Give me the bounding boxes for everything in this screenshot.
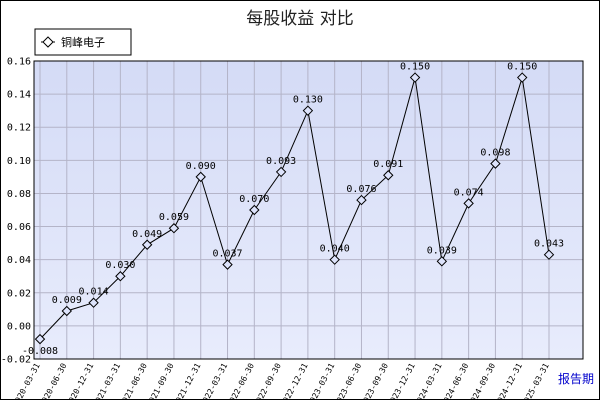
data-point-marker bbox=[249, 204, 260, 216]
x-tick-label: 2021-03-31 bbox=[92, 362, 123, 400]
data-point-marker bbox=[61, 305, 72, 317]
data-points bbox=[34, 72, 555, 345]
x-tick-label: 2024-09-30 bbox=[467, 362, 498, 400]
y-axis: -0.02 0.00 0.02 0.04 0.06 0.08 0.10 0.12 0.14 0.1… bbox=[1, 57, 584, 366]
data-value-label: 0.009 bbox=[52, 295, 82, 306]
x-tick-label: 2025-03-31 bbox=[520, 362, 551, 400]
chart-title: 每股收益 对比 bbox=[246, 9, 354, 29]
x-tick-label: 2024-06-30 bbox=[440, 362, 471, 400]
x-tick-label: 2021-09-30 bbox=[145, 362, 176, 400]
data-point-marker bbox=[409, 72, 421, 83]
data-point-marker bbox=[168, 223, 180, 234]
data-point-marker bbox=[222, 259, 233, 270]
data-point-marker bbox=[383, 170, 394, 181]
y-tick-label: 0.06 bbox=[7, 222, 31, 233]
data-point-marker bbox=[34, 333, 46, 345]
data-point-marker bbox=[329, 254, 340, 265]
plot-border bbox=[33, 60, 584, 360]
x-tick-label: 2023-03-31 bbox=[306, 362, 337, 400]
legend-marker-icon bbox=[42, 36, 54, 48]
y-tick-label: 0.08 bbox=[7, 189, 31, 200]
data-point-marker bbox=[356, 194, 367, 206]
data-value-label: 0.090 bbox=[186, 161, 216, 172]
data-value-label: -0.008 bbox=[22, 346, 58, 357]
data-value-label: 0.059 bbox=[159, 212, 189, 223]
x-tick-label: 2020-12-31 bbox=[65, 362, 96, 400]
data-point-marker bbox=[436, 256, 448, 267]
y-tick-label: 0.10 bbox=[7, 156, 31, 167]
data-value-label: 0.040 bbox=[320, 244, 350, 255]
data-point-marker bbox=[275, 166, 287, 178]
x-tick-label: 2023-06-30 bbox=[333, 362, 364, 400]
y-tick-label: -0.02 bbox=[1, 355, 31, 366]
data-value-label: 0.093 bbox=[266, 156, 296, 167]
series-line bbox=[39, 77, 550, 340]
data-value-label: 0.150 bbox=[400, 62, 430, 73]
x-tick-label: 2023-12-31 bbox=[386, 362, 417, 400]
x-axis: 2020-03-312020-06-302020-12-312021-03-31… bbox=[11, 362, 551, 400]
x-tick-label: 2020-03-31 bbox=[11, 362, 42, 400]
data-point-marker bbox=[463, 198, 474, 209]
y-tick-label: 0.12 bbox=[7, 123, 31, 134]
y-tick-label: 0.16 bbox=[7, 57, 31, 68]
data-point-marker bbox=[115, 271, 126, 282]
y-tick-label: 0.04 bbox=[7, 255, 31, 266]
data-value-label: 0.091 bbox=[373, 159, 403, 170]
data-point-marker bbox=[88, 297, 99, 308]
legend: 铜峰电子 bbox=[34, 28, 132, 56]
data-value-label: 0.098 bbox=[480, 148, 510, 159]
data-point-marker bbox=[195, 171, 206, 183]
x-tick-label: 2022-12-31 bbox=[279, 362, 310, 400]
data-point-marker bbox=[490, 158, 501, 169]
period-label: 报告期 bbox=[558, 371, 594, 386]
data-value-label: 0.070 bbox=[239, 194, 269, 205]
x-tick-label: 2024-12-31 bbox=[493, 362, 524, 400]
x-tick-label: 2021-12-31 bbox=[172, 362, 203, 400]
x-tick-label: 2022-03-31 bbox=[199, 362, 230, 400]
data-point-marker bbox=[302, 105, 314, 116]
data-point-marker bbox=[141, 239, 153, 250]
data-value-label: 0.150 bbox=[507, 62, 537, 73]
x-tick-label: 2020-06-30 bbox=[38, 362, 69, 400]
series-polyline bbox=[39, 77, 550, 340]
y-tick-label: 0.02 bbox=[7, 288, 31, 299]
data-value-label: 0.039 bbox=[427, 245, 457, 256]
data-point-marker bbox=[517, 72, 528, 83]
data-value-label: 0.130 bbox=[293, 95, 323, 106]
data-point-marker bbox=[543, 249, 555, 260]
x-tick-label: 2022-09-30 bbox=[252, 362, 283, 400]
x-tick-label: 2023-09-30 bbox=[359, 362, 390, 400]
legend-label: 铜峰电子 bbox=[61, 35, 105, 49]
data-value-label: 0.076 bbox=[346, 184, 376, 195]
plot-area bbox=[34, 61, 583, 359]
x-tick-label: 2021-06-30 bbox=[118, 362, 149, 400]
data-value-label: 0.037 bbox=[212, 249, 242, 260]
data-value-label: 0.049 bbox=[132, 229, 162, 240]
x-tick-label: 2024-03-31 bbox=[413, 362, 444, 400]
y-tick-label: 0.00 bbox=[7, 321, 31, 332]
data-value-label: 0.014 bbox=[79, 287, 109, 298]
data-value-label: 0.074 bbox=[454, 187, 484, 198]
data-value-label: 0.043 bbox=[534, 239, 564, 250]
x-tick-label: 2022-06-30 bbox=[226, 362, 257, 400]
data-value-label: 0.030 bbox=[105, 260, 135, 271]
y-tick-label: 0.14 bbox=[7, 90, 31, 101]
